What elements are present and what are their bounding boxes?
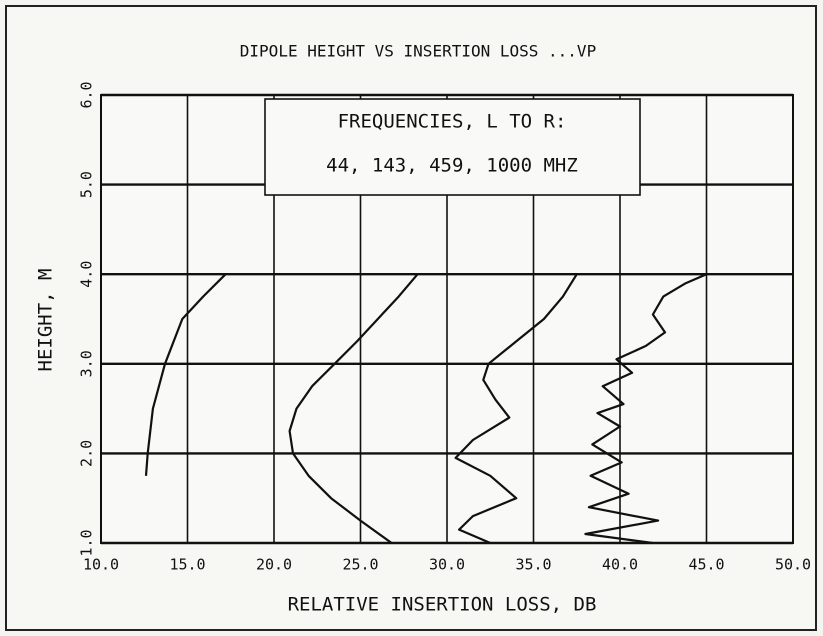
annotation: 44, 143, 459, 1000 MHZ xyxy=(326,155,578,177)
x-tick-label: 10.0 xyxy=(83,556,119,574)
curve xyxy=(584,273,707,545)
y-tick-label: 3.0 xyxy=(78,350,96,377)
y-tick-label: 4.0 xyxy=(78,261,96,288)
y-tick-label: 2.0 xyxy=(78,440,96,467)
chart-title: DIPOLE HEIGHT VS INSERTION LOSS ...VP xyxy=(240,42,596,61)
x-axis-label: RELATIVE INSERTION LOSS, DB xyxy=(288,594,597,616)
x-tick-label: 15.0 xyxy=(169,556,205,574)
x-tick-label: 45.0 xyxy=(688,556,724,574)
y-axis-label: HEIGHT, M xyxy=(35,269,57,372)
x-tick-label: 50.0 xyxy=(775,556,811,574)
annotation-box xyxy=(264,98,641,196)
y-tick-label: 1.0 xyxy=(78,529,96,556)
curve xyxy=(144,273,227,476)
x-tick-label: 40.0 xyxy=(602,556,638,574)
x-tick-label: 20.0 xyxy=(256,556,292,574)
y-tick-label: 6.0 xyxy=(78,81,96,108)
curve xyxy=(288,273,419,544)
curve xyxy=(454,273,578,545)
x-tick-label: 35.0 xyxy=(515,556,551,574)
y-tick-label: 5.0 xyxy=(78,171,96,198)
x-tick-label: 30.0 xyxy=(429,556,465,574)
annotation: FREQUENCIES, L TO R: xyxy=(338,111,567,133)
x-tick-label: 25.0 xyxy=(342,556,378,574)
